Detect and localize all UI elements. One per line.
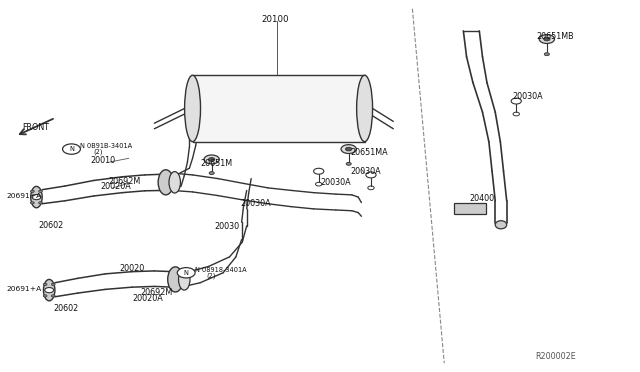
- Ellipse shape: [495, 221, 507, 229]
- Ellipse shape: [158, 170, 173, 195]
- Text: N: N: [69, 146, 74, 152]
- Circle shape: [346, 147, 352, 151]
- Bar: [454, 203, 486, 214]
- Circle shape: [45, 288, 54, 293]
- Text: 20030A: 20030A: [320, 178, 351, 187]
- Text: N 08918-3401A: N 08918-3401A: [195, 267, 247, 273]
- Text: 20020: 20020: [119, 264, 145, 273]
- Circle shape: [544, 53, 549, 56]
- Ellipse shape: [169, 171, 180, 193]
- Text: 20691+A: 20691+A: [6, 286, 42, 292]
- Bar: [193, 75, 365, 142]
- Text: 20602: 20602: [54, 304, 79, 313]
- Text: 20020A: 20020A: [132, 294, 163, 303]
- Text: 20400: 20400: [470, 195, 495, 203]
- Text: 20602: 20602: [38, 221, 63, 230]
- Circle shape: [32, 195, 41, 200]
- Text: 20651MA: 20651MA: [351, 148, 388, 157]
- Circle shape: [51, 283, 55, 285]
- Circle shape: [38, 202, 42, 204]
- Circle shape: [38, 190, 42, 192]
- Circle shape: [63, 144, 81, 154]
- Text: N: N: [184, 270, 189, 276]
- Text: 20030A: 20030A: [241, 199, 271, 208]
- Text: 20692M: 20692M: [108, 177, 141, 186]
- Ellipse shape: [168, 267, 183, 292]
- Circle shape: [341, 145, 356, 154]
- Circle shape: [31, 190, 35, 192]
- Circle shape: [31, 202, 35, 204]
- Text: 20651MB: 20651MB: [537, 32, 574, 41]
- Circle shape: [209, 171, 214, 174]
- Text: 20692M: 20692M: [140, 288, 173, 297]
- Ellipse shape: [31, 186, 42, 208]
- Text: R200002E: R200002E: [536, 352, 576, 361]
- Circle shape: [44, 295, 47, 297]
- Text: 20100: 20100: [261, 15, 289, 23]
- Circle shape: [51, 295, 55, 297]
- Text: FRONT: FRONT: [22, 123, 49, 132]
- Ellipse shape: [179, 269, 190, 290]
- Circle shape: [540, 35, 554, 44]
- Circle shape: [177, 267, 195, 278]
- Text: (2): (2): [93, 149, 102, 155]
- Text: 20651M: 20651M: [200, 158, 232, 168]
- Text: 20030A: 20030A: [513, 92, 543, 101]
- Circle shape: [543, 37, 550, 41]
- Text: 20030: 20030: [215, 222, 240, 231]
- Text: 20010: 20010: [91, 155, 116, 165]
- Text: 20691+A: 20691+A: [6, 193, 42, 199]
- Text: N 0B91B-3401A: N 0B91B-3401A: [81, 143, 132, 149]
- Text: (2): (2): [207, 273, 216, 279]
- Ellipse shape: [44, 279, 55, 301]
- Ellipse shape: [356, 75, 372, 142]
- Circle shape: [204, 155, 220, 164]
- Text: 20020A: 20020A: [100, 182, 131, 191]
- Circle shape: [209, 158, 215, 161]
- Circle shape: [346, 162, 351, 165]
- Ellipse shape: [184, 75, 200, 142]
- Text: 20030A: 20030A: [351, 167, 381, 176]
- Circle shape: [44, 283, 47, 285]
